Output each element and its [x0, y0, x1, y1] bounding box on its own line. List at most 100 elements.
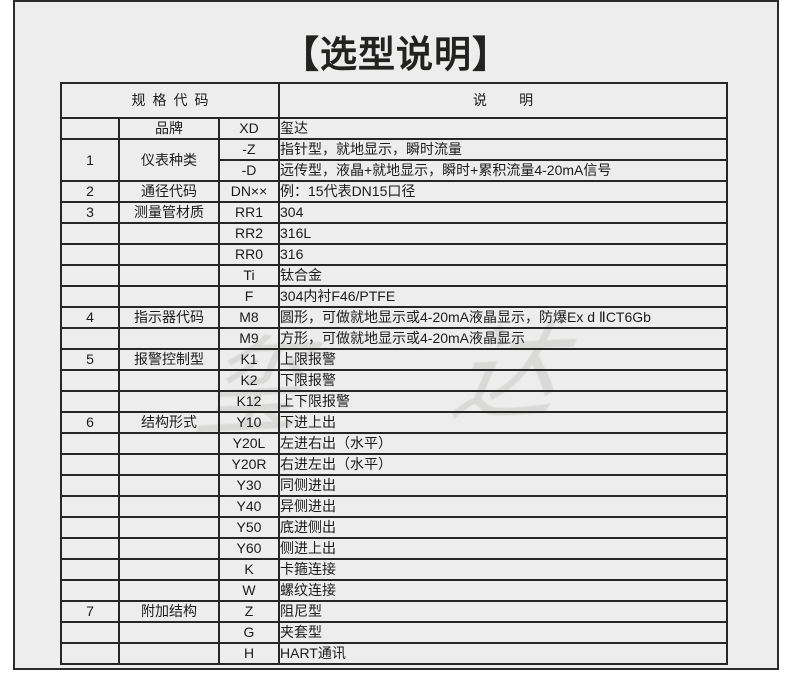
table-row: RR2 316L [60, 222, 728, 245]
code-cell: -D [218, 159, 280, 182]
description-cell: 阻尼型 [278, 600, 728, 623]
table-row: Y50 底进侧出 [60, 516, 728, 539]
row-number-cell: 2 [60, 180, 120, 203]
category-cell: 品牌 [118, 117, 220, 140]
table-row: Y20R 右进左出（水平） [60, 453, 728, 476]
code-cell: -Z [218, 138, 280, 161]
table-row: -D 远传型，液晶+就地显示，瞬时+累积流量4-20mA信号 [61, 159, 728, 182]
description-cell: 钛合金 [278, 264, 728, 287]
category-cell [118, 642, 220, 665]
description-cell: 夹套型 [278, 621, 728, 644]
selection-table-body: 品牌 XD 玺达 1 仪表种类 -Z 指针型，就地显示，瞬时流量 -D 远传型，液晶+就地显示，… [60, 117, 728, 665]
table-header-row: 规格代码 说明 [60, 82, 728, 119]
table-row: M9 方形，可做就地显示或4-20mA液晶显示 [60, 327, 728, 350]
code-cell: H [218, 642, 280, 665]
code-cell: Y60 [218, 537, 280, 560]
code-cell: Y10 [218, 411, 280, 434]
row-number-cell [60, 642, 120, 665]
row-number-cell [60, 432, 120, 455]
row-number-cell: 4 [60, 306, 120, 329]
table-row: 品牌 XD 玺达 [60, 117, 728, 140]
description-cell: 玺达 [278, 117, 728, 140]
code-cell: Y30 [218, 474, 280, 497]
row-number-cell [60, 222, 120, 245]
description-cell: 指针型，就地显示，瞬时流量 [278, 138, 728, 161]
description-cell: 侧进上出 [278, 537, 728, 560]
code-cell: G [218, 621, 280, 644]
description-cell: 304 [278, 201, 728, 224]
category-cell: 通径代码 [118, 180, 220, 203]
description-cell: 圆形，可做就地显示或4-20mA液晶显示，防爆Ex d ⅡCT6Gb [278, 306, 728, 329]
row-number-cell [60, 369, 120, 392]
row-number-cell [60, 285, 120, 308]
table-row: Y20L 左进右出（水平） [60, 432, 728, 455]
spec-code-header: 规格代码 [60, 82, 280, 119]
row-number-cell [60, 516, 120, 539]
code-cell: K12 [218, 390, 280, 413]
description-cell: 316L [278, 222, 728, 245]
code-cell: XD [218, 117, 280, 140]
code-cell: RR1 [218, 201, 280, 224]
table-row: RR0 316 [60, 243, 728, 266]
category-cell [118, 432, 220, 455]
row-number-cell [60, 495, 120, 518]
description-cell: 右进左出（水平） [278, 453, 728, 476]
category-cell [118, 369, 220, 392]
row-number-cell: 3 [60, 201, 120, 224]
description-cell: 左进右出（水平） [278, 432, 728, 455]
code-cell: Y20R [218, 453, 280, 476]
table-row: 5 报警控制型 K1 上限报警 [60, 348, 728, 371]
code-cell: Y20L [218, 432, 280, 455]
table-row: 7 附加结构 Z 阻尼型 [60, 600, 728, 623]
page-title: 【选型说明】 [282, 34, 510, 75]
description-cell: 同侧进出 [278, 474, 728, 497]
category-cell [118, 285, 220, 308]
code-cell: W [218, 579, 280, 602]
table-row: K2 下限报警 [60, 369, 728, 392]
description-cell: 上限报警 [278, 348, 728, 371]
table-row: H HART通讯 [60, 642, 728, 665]
category-cell [118, 516, 220, 539]
description-cell: 316 [278, 243, 728, 266]
row-number-cell [60, 264, 120, 287]
code-cell: F [218, 285, 280, 308]
table-row: Y60 侧进上出 [60, 537, 728, 560]
row-number-cell [60, 579, 120, 602]
code-cell: K2 [218, 369, 280, 392]
code-cell: RR0 [218, 243, 280, 266]
selection-spec-table: 规格代码 说明 品牌 XD 玺达 1 仪表种类 -Z 指针型，就地显示，瞬时流量 -D 远传型，… [60, 82, 728, 665]
category-cell [118, 558, 220, 581]
description-cell: 上下限报警 [278, 390, 728, 413]
row-number-cell: 6 [60, 411, 120, 434]
row-number-cell [60, 327, 120, 350]
description-cell: 远传型，液晶+就地显示，瞬时+累积流量4-20mA信号 [278, 159, 728, 182]
row-number-cell: 1 [60, 138, 120, 182]
category-cell: 报警控制型 [118, 348, 220, 371]
category-cell: 仪表种类 [118, 138, 220, 182]
table-row: 4 指示器代码 M8 圆形，可做就地显示或4-20mA液晶显示，防爆Ex d ⅡCT6… [60, 306, 728, 329]
row-number-cell [60, 453, 120, 476]
description-cell: 卡箍连接 [278, 558, 728, 581]
row-number-cell [60, 117, 120, 140]
description-cell: 下进上出 [278, 411, 728, 434]
category-cell [118, 474, 220, 497]
table-row: 6 结构形式 Y10 下进上出 [60, 411, 728, 434]
row-number-cell [60, 474, 120, 497]
table-row: K 卡箍连接 [60, 558, 728, 581]
table-row: W 螺纹连接 [60, 579, 728, 602]
description-cell: 下限报警 [278, 369, 728, 392]
category-cell [118, 621, 220, 644]
category-cell: 结构形式 [118, 411, 220, 434]
table-row: 1 仪表种类 -Z 指针型，就地显示，瞬时流量 [60, 138, 728, 182]
category-cell: 附加结构 [118, 600, 220, 623]
category-cell [118, 222, 220, 245]
description-cell: 例：15代表DN15口径 [278, 180, 728, 203]
code-cell: Ti [218, 264, 280, 287]
code-cell: M8 [218, 306, 280, 329]
category-cell [118, 243, 220, 266]
category-cell [118, 327, 220, 350]
table-row: Y30 同侧进出 [60, 474, 728, 497]
description-cell: 方形，可做就地显示或4-20mA液晶显示 [278, 327, 728, 350]
row-number-cell [60, 537, 120, 560]
table-row: 2 通径代码 DN×× 例：15代表DN15口径 [60, 180, 728, 203]
